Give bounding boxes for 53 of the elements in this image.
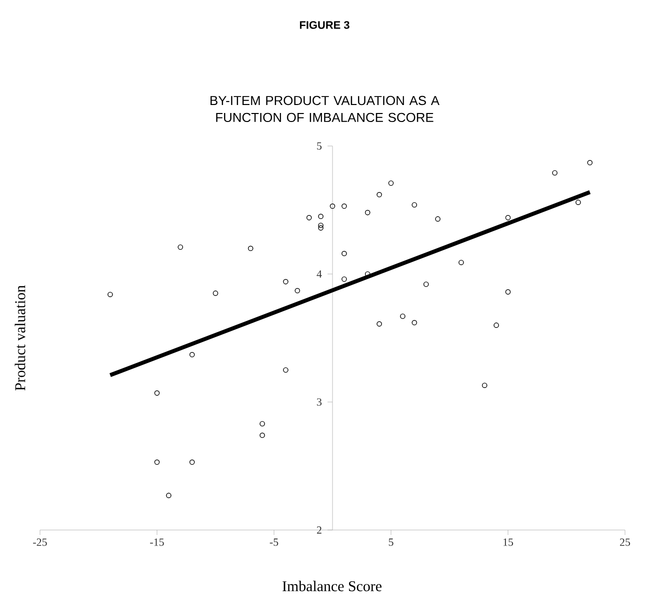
x-tick-label: 25 xyxy=(620,538,630,546)
point xyxy=(212,290,218,296)
point xyxy=(342,250,347,256)
point xyxy=(576,200,581,205)
point xyxy=(552,170,558,176)
point xyxy=(412,202,418,208)
point xyxy=(423,282,429,287)
point xyxy=(306,215,312,220)
point xyxy=(260,432,265,438)
chart-subtitle: BY-ITEM PRODUCT VALUATION AS A FUNCTION OF IMBALANCE SCORE xyxy=(210,96,440,122)
point xyxy=(166,492,172,498)
x-tick-label: -5 xyxy=(270,538,278,546)
point xyxy=(318,214,324,220)
point xyxy=(248,246,254,252)
point xyxy=(412,320,418,326)
x-tick-label: 15 xyxy=(503,538,514,546)
point xyxy=(189,352,195,358)
point xyxy=(330,204,336,209)
x-tick-label: -25 xyxy=(33,538,47,546)
point xyxy=(435,216,440,222)
y-axis-title: Product valuation xyxy=(14,285,26,390)
y-tick-label: 2 xyxy=(316,526,322,534)
point xyxy=(494,322,499,328)
point xyxy=(342,276,347,282)
x-tick-label: 5 xyxy=(388,538,394,546)
point xyxy=(505,289,511,295)
x-axis-title: Imbalance Score xyxy=(282,580,382,592)
point xyxy=(458,260,464,266)
point xyxy=(154,460,160,465)
x-tick-label: -15 xyxy=(150,538,164,546)
point xyxy=(318,225,324,231)
point xyxy=(283,279,288,284)
point xyxy=(189,460,195,465)
y-tick-label: 4 xyxy=(316,270,322,278)
point xyxy=(505,215,511,220)
point xyxy=(587,160,593,166)
point xyxy=(108,292,113,298)
point xyxy=(388,180,394,186)
point xyxy=(482,382,488,388)
point xyxy=(342,204,347,209)
point xyxy=(154,390,160,396)
point xyxy=(376,321,382,327)
y-tick-label: 3 xyxy=(317,398,322,406)
point xyxy=(318,222,324,228)
point xyxy=(283,367,288,373)
point xyxy=(260,421,265,426)
point xyxy=(178,244,184,250)
point xyxy=(294,288,300,294)
point xyxy=(376,192,382,198)
chart-title: FIGURE 3 xyxy=(300,21,350,29)
point xyxy=(400,314,406,319)
point xyxy=(364,210,370,216)
y-tick-label: 5 xyxy=(317,142,322,150)
